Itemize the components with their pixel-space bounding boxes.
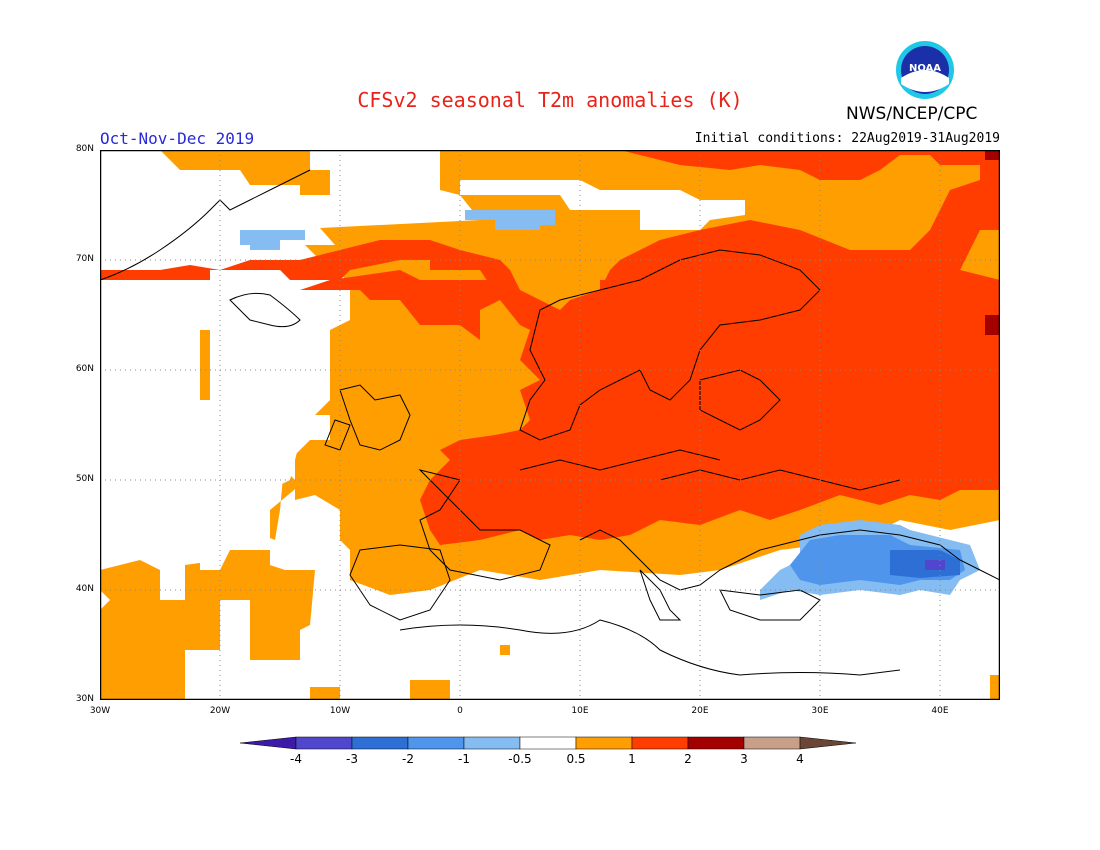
- anomaly-map: [100, 150, 1000, 700]
- colorbar-tick: -1: [458, 752, 470, 766]
- colorbar-arrow-high: [799, 736, 857, 750]
- anomaly-fill-neutral: [100, 150, 745, 570]
- colorbar-tick: 0.5: [566, 752, 586, 766]
- noaa-logo: NOAA: [896, 41, 954, 99]
- colorbar-swatch: [575, 736, 633, 750]
- colorbar-tick: -4: [290, 752, 302, 766]
- lat-label-50n: 50N: [75, 474, 94, 484]
- map-frame: [100, 150, 1000, 700]
- colorbar-arrow-low: [240, 736, 297, 750]
- colorbar-swatch: [743, 736, 801, 750]
- lon-label-20e: 20E: [691, 706, 709, 716]
- colorbar-swatch: [351, 736, 409, 750]
- colorbar-swatch: [631, 736, 689, 750]
- season-label: Oct-Nov-Dec 2019: [100, 129, 255, 148]
- lon-label-10w: 10W: [329, 706, 351, 716]
- lat-label-30n: 30N: [75, 694, 94, 704]
- lat-label-40n: 40N: [75, 584, 94, 594]
- agency-label: NWS/NCEP/CPC: [846, 104, 978, 124]
- lon-label-20w: 20W: [209, 706, 231, 716]
- lon-label-30e: 30E: [811, 706, 829, 716]
- colorbar-tick: 2: [684, 752, 692, 766]
- lon-label-0: 0: [457, 706, 463, 716]
- colorbar-tick: 4: [796, 752, 804, 766]
- colorbar: [240, 736, 857, 750]
- anomaly-fill-darkred: [985, 150, 1000, 335]
- svg-text:NOAA: NOAA: [909, 63, 941, 74]
- colorbar-tick: 1: [628, 752, 636, 766]
- lat-label-70n: 70N: [75, 254, 94, 264]
- colorbar-swatch: [519, 736, 577, 750]
- lon-label-10e: 10E: [571, 706, 589, 716]
- colorbar-swatch: [463, 736, 521, 750]
- lon-label-40e: 40E: [931, 706, 949, 716]
- colorbar-swatch: [407, 736, 465, 750]
- colorbar-tick: -0.5: [508, 752, 532, 766]
- anomaly-fill-red: [100, 150, 1000, 545]
- colorbar-swatch: [687, 736, 745, 750]
- lon-label-30w: 30W: [89, 706, 111, 716]
- lat-label-80n: 80N: [75, 144, 94, 154]
- colorbar-tick: -3: [346, 752, 358, 766]
- colorbar-tick: -2: [402, 752, 414, 766]
- colorbar-tick: 3: [740, 752, 748, 766]
- lat-label-60n: 60N: [75, 364, 94, 374]
- graticule: [100, 150, 1000, 700]
- anomaly-fill-purple: [925, 560, 945, 570]
- map-title: CFSv2 seasonal T2m anomalies (K): [357, 88, 743, 112]
- initial-conditions-label: Initial conditions: 22Aug2019-31Aug2019: [694, 131, 1000, 146]
- colorbar-swatch: [295, 736, 353, 750]
